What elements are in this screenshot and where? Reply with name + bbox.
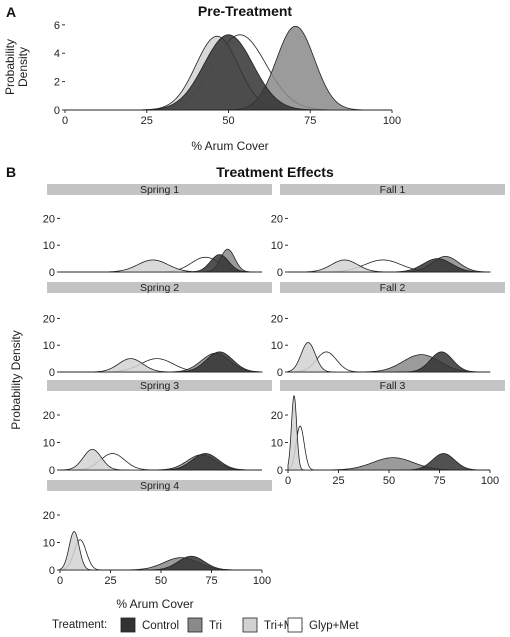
- facet-fall-3-density-tri-met: [287, 395, 305, 471]
- facet-fall-3-xtick-label: 100: [481, 475, 499, 487]
- facet-spring-4-xtick-label: 50: [155, 575, 167, 587]
- facet-fall-3-density-control: [398, 453, 489, 471]
- facet-spring-4-xtick-label: 75: [205, 575, 217, 587]
- facet-spring-4-xtick-label: 25: [104, 575, 116, 587]
- legend: Treatment: Control Tri Tri+Met Glyp+Met: [52, 617, 359, 633]
- panel-b-title: Treatment Effects: [216, 164, 334, 180]
- facet-spring-3-density-control: [152, 453, 259, 471]
- panel-a-label: A: [6, 4, 16, 20]
- panel-a-ytick-label: 0: [54, 105, 60, 117]
- panel-b-xlabel: % Arum Cover: [116, 597, 193, 611]
- legend-swatch-glyp-met: [287, 617, 303, 633]
- facet-spring-1-ytick-label: 10: [43, 240, 55, 252]
- facet-fall-2-ytick-label: 0: [277, 367, 283, 379]
- legend-label-tri: Tri: [209, 620, 222, 632]
- facet-fall-3-xtick-label: 0: [285, 475, 291, 487]
- panel-a-ylabel-line1: Probability: [3, 39, 17, 95]
- facet-fall-2-ytick-label: 10: [271, 340, 283, 352]
- facet-title-spring-2: Spring 2: [140, 282, 179, 294]
- facet-fall-3-ytick-label: 0: [277, 465, 283, 477]
- facet-title-spring-4: Spring 4: [140, 480, 179, 492]
- panel-a-title: Pre-Treatment: [198, 3, 292, 19]
- legend-swatch-control: [120, 617, 136, 633]
- facet-fall-3-xtick-label: 75: [433, 475, 445, 487]
- facet-spring-2-ytick-label: 20: [43, 313, 55, 325]
- facet-spring-3-density-tri-met: [59, 448, 130, 471]
- facet-spring-4-xtick-label: 0: [57, 575, 63, 587]
- facet-spring-2-ytick-label: 10: [43, 340, 55, 352]
- facet-spring-4-xtick-label: 100: [253, 575, 271, 587]
- facet-fall-1-density-tri-met: [292, 259, 398, 273]
- facet-title-fall-2: Fall 2: [380, 282, 406, 294]
- facet-fall-3-xtick-label: 50: [383, 475, 395, 487]
- facet-spring-2-ytick-label: 0: [49, 367, 55, 379]
- facet-spring-3: Spring 3 0 10 20: [43, 380, 272, 477]
- facet-strip-fall-1: [280, 184, 505, 195]
- facet-spring-4-ytick-label: 10: [43, 538, 55, 550]
- panel-a-ytick-label: 6: [54, 20, 60, 32]
- panel-a-xtick-label: 100: [383, 115, 401, 127]
- facet-strip-spring-2: [47, 282, 272, 293]
- facet-spring-3-ytick-label: 20: [43, 410, 55, 422]
- facet-spring-4: Spring 4 0 10 20 0 25 50 75 100: [43, 480, 272, 587]
- facet-title-spring-3: Spring 3: [140, 380, 179, 392]
- facet-fall-2: Fall 2 0 10 20: [271, 282, 505, 379]
- facet-spring-4-density-control: [138, 555, 244, 571]
- panel-a-ytick-label: 4: [54, 48, 60, 60]
- facet-fall-3-ytick-label: 10: [271, 438, 283, 450]
- facet-spring-3-ytick-label: 0: [49, 465, 55, 477]
- panel-a-xtick-label: 25: [141, 115, 153, 127]
- panel-a-xtick-label: 0: [62, 115, 68, 127]
- panel-a-ytick-label: 2: [54, 77, 60, 89]
- facet-fall-3-ytick-label: 20: [271, 410, 283, 422]
- panel-a-ylabel-line2: Density: [16, 47, 30, 87]
- facet-spring-4-density-tri-met: [59, 531, 95, 571]
- panel-a-density-control: [130, 34, 327, 111]
- facet-fall-3-xtick-label: 25: [332, 475, 344, 487]
- legend-swatch-tri-met: [242, 617, 258, 633]
- facet-fall-2-ytick-label: 20: [271, 313, 283, 325]
- panel-a-xtick-label: 75: [304, 115, 316, 127]
- facet-spring-1-density-control: [182, 254, 257, 273]
- panel-b-ylabel: Probability Density: [9, 330, 23, 429]
- panel-a-xlabel: % Arum Cover: [191, 139, 268, 153]
- facet-strip-fall-3: [280, 380, 505, 391]
- panel-b-label: B: [6, 164, 16, 180]
- legend-swatch-tri: [187, 617, 203, 633]
- facet-fall-1-density-control: [380, 258, 491, 273]
- facet-strip-spring-3: [47, 380, 272, 391]
- facet-title-fall-1: Fall 1: [380, 184, 406, 196]
- facet-fall-1-ytick-label: 0: [277, 267, 283, 279]
- facet-fall-1: Fall 1 0 10 20: [271, 184, 505, 279]
- facet-title-fall-3: Fall 3: [380, 380, 406, 392]
- facet-fall-1-ytick-label: 20: [271, 213, 283, 225]
- facet-spring-2: Spring 2 0 10 20: [43, 282, 272, 379]
- facet-spring-4-ytick-label: 20: [43, 510, 55, 522]
- facet-strip-fall-2: [280, 282, 505, 293]
- facet-spring-1-ytick-label: 0: [49, 267, 55, 279]
- panel-a-xtick-label: 50: [222, 115, 234, 127]
- facet-spring-3-ytick-label: 10: [43, 438, 55, 450]
- facet-fall-2-density-tri-met: [287, 342, 337, 373]
- facet-strip-spring-4: [47, 480, 272, 491]
- legend-title: Treatment:: [52, 619, 107, 631]
- facet-title-spring-1: Spring 1: [140, 184, 179, 196]
- legend-label-control: Control: [142, 620, 179, 632]
- facet-spring-4-ytick-label: 0: [49, 565, 55, 577]
- facet-strip-spring-1: [47, 184, 272, 195]
- panel-a-plot: 0 2 4 6 0 25 50 75 100: [54, 20, 401, 127]
- facet-fall-2-density-control: [396, 351, 487, 373]
- facet-spring-1-ytick-label: 20: [43, 213, 55, 225]
- legend-label-glyp-met: Glyp+Met: [309, 620, 359, 632]
- facet-fall-1-ytick-label: 10: [271, 240, 283, 252]
- facet-spring-1: Spring 1 0 10 20: [43, 184, 272, 279]
- facet-spring-2-density-control: [166, 351, 263, 373]
- facet-fall-3: Fall 3 0 10 20 0 25 50 75 100: [271, 380, 505, 487]
